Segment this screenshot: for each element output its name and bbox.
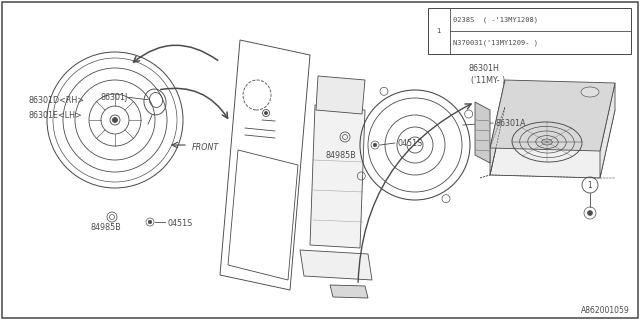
Polygon shape: [310, 105, 365, 248]
Circle shape: [373, 143, 377, 147]
Circle shape: [588, 211, 593, 215]
Ellipse shape: [581, 87, 599, 97]
Text: A862001059: A862001059: [581, 306, 630, 315]
Polygon shape: [300, 250, 372, 280]
Circle shape: [264, 111, 268, 115]
Polygon shape: [316, 76, 365, 114]
Text: 84985B: 84985B: [325, 150, 356, 159]
Text: 1: 1: [436, 28, 441, 34]
Polygon shape: [490, 80, 505, 175]
Polygon shape: [490, 107, 615, 178]
Text: 86301D<RH>: 86301D<RH>: [28, 95, 84, 105]
Polygon shape: [330, 285, 368, 298]
Bar: [428, 8, 631, 54]
Text: 1: 1: [588, 180, 593, 189]
Text: 0451S: 0451S: [397, 139, 422, 148]
Text: 86301E<LH>: 86301E<LH>: [28, 110, 82, 119]
Text: 0238S  ( -'13MY1208): 0238S ( -'13MY1208): [452, 16, 538, 23]
Text: 0451S: 0451S: [167, 220, 192, 228]
Text: FRONT: FRONT: [192, 142, 220, 151]
Circle shape: [148, 220, 152, 224]
Polygon shape: [600, 83, 615, 178]
Text: 86301J: 86301J: [100, 92, 127, 101]
Text: 86301H: 86301H: [468, 63, 499, 73]
Text: 86301A: 86301A: [495, 118, 525, 127]
Text: N370031('13MY1209- ): N370031('13MY1209- ): [452, 40, 538, 46]
Polygon shape: [475, 102, 490, 163]
Text: 84985B: 84985B: [90, 222, 121, 231]
Polygon shape: [490, 80, 615, 151]
Circle shape: [113, 117, 118, 123]
Text: ('11MY- ): ('11MY- ): [471, 76, 505, 84]
